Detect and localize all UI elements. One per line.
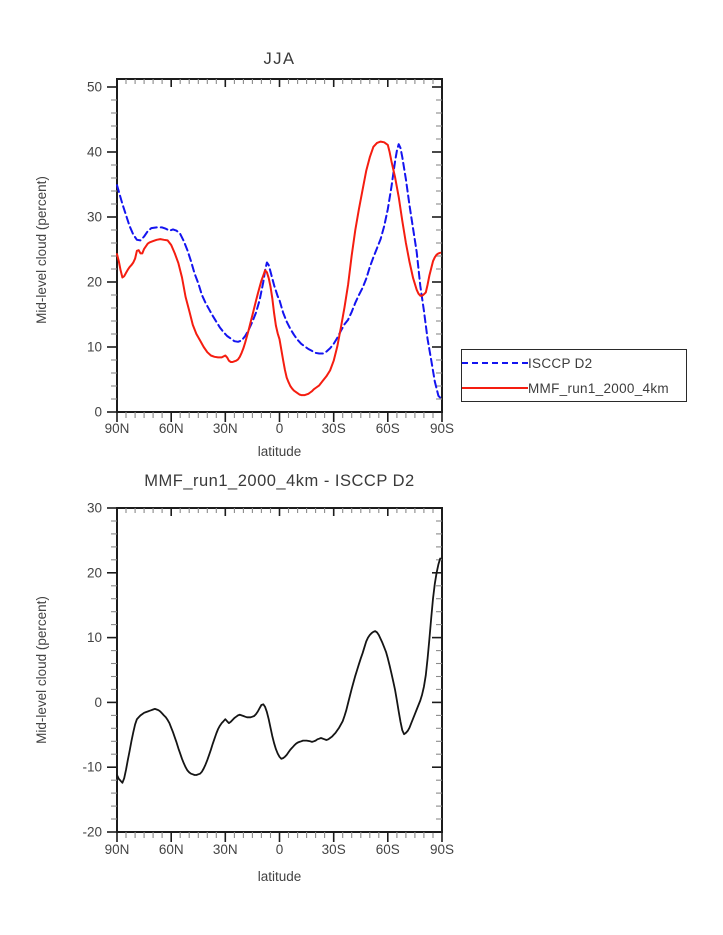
y-tick-label: 10 bbox=[87, 340, 102, 355]
y-tick-label: 50 bbox=[87, 80, 102, 95]
x-tick-label: 60S bbox=[376, 421, 400, 436]
x-tick-label: 60N bbox=[159, 421, 184, 436]
y-tick-label: 0 bbox=[94, 695, 102, 710]
x-tick-label: 90S bbox=[430, 421, 454, 436]
legend-entry-isccp: ISCCP D2 bbox=[462, 351, 686, 375]
x-tick-label: 30N bbox=[213, 421, 238, 436]
x-tick-label: 60N bbox=[159, 842, 184, 857]
x-axis-label: latitude bbox=[258, 444, 302, 459]
plot-frame bbox=[116, 78, 443, 413]
x-tick-label: 60S bbox=[376, 842, 400, 857]
y-tick-label: 10 bbox=[87, 630, 102, 645]
legend-entry-mmf: MMF_run1_2000_4km bbox=[462, 376, 686, 400]
chart-0: 90N 60N 30N 0 30S 60S 90S 0 10 20 30 40 50 JJA latitud… bbox=[34, 50, 454, 459]
series-path-0 bbox=[116, 143, 442, 399]
legend-solid-line-sample bbox=[462, 387, 528, 389]
x-tick-label: 90S bbox=[430, 842, 454, 857]
legend-label-mmf: MMF_run1_2000_4km bbox=[528, 380, 669, 396]
x-tick-label: 90N bbox=[105, 421, 130, 436]
legend-label-isccp: ISCCP D2 bbox=[528, 355, 593, 371]
x-tick-label: 30S bbox=[322, 421, 346, 436]
legend-dashed-line-sample bbox=[462, 362, 528, 364]
x-tick-label: 30S bbox=[322, 842, 346, 857]
chart-title: JJA bbox=[263, 50, 295, 68]
x-axis-label: latitude bbox=[258, 869, 302, 884]
y-tick-label: -20 bbox=[82, 825, 102, 840]
y-tick-label: 20 bbox=[87, 275, 102, 290]
y-axis-label: Mid-level cloud (percent) bbox=[34, 176, 49, 324]
y-tick-label: 30 bbox=[87, 501, 102, 516]
x-tick-label: 30N bbox=[213, 842, 238, 857]
series-path-0 bbox=[116, 557, 442, 784]
y-tick-label: 40 bbox=[87, 145, 102, 160]
y-tick-label: 0 bbox=[94, 405, 102, 420]
y-tick-label: 30 bbox=[87, 210, 102, 225]
series-path-1 bbox=[116, 140, 442, 397]
y-tick-label: -10 bbox=[82, 760, 102, 775]
x-tick-label: 0 bbox=[276, 842, 284, 857]
chart-title: MMF_run1_2000_4km - ISCCP D2 bbox=[144, 472, 414, 490]
y-tick-label: 20 bbox=[87, 565, 102, 580]
legend-box: ISCCP D2 MMF_run1_2000_4km bbox=[461, 349, 687, 402]
x-tick-label: 90N bbox=[105, 842, 130, 857]
x-tick-label: 0 bbox=[276, 421, 284, 436]
y-axis-label: Mid-level cloud (percent) bbox=[34, 596, 49, 744]
chart-1: 90N 60N 30N 0 30S 60S 90S -20 -10 0 10 20 30 MMF_run1… bbox=[34, 472, 454, 884]
plot-frame bbox=[116, 507, 443, 833]
